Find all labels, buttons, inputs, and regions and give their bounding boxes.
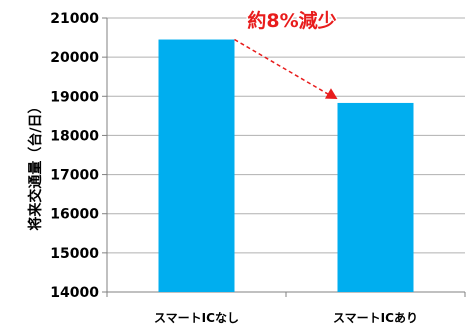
bar-2 xyxy=(337,102,414,292)
y-tick-label: 17000 xyxy=(50,168,99,184)
bars xyxy=(158,39,414,293)
y-tick-label: 21000 xyxy=(50,11,99,27)
y-tick-label: 15000 xyxy=(50,246,99,262)
annotation-text: 約8%減少 xyxy=(247,9,336,32)
y-tick-label: 14000 xyxy=(50,285,99,301)
y-tick-label: 16000 xyxy=(50,207,99,223)
bar-1 xyxy=(158,39,235,293)
x-tick-labels: スマートICなし スマートICあり xyxy=(154,311,418,325)
y-tick-label: 19000 xyxy=(50,89,99,105)
x-tick-label: スマートICなし xyxy=(154,311,239,325)
x-tick-label: スマートICあり xyxy=(333,311,418,325)
y-tick-label: 20000 xyxy=(50,50,99,66)
y-axis-label: 将来交通量（台/日） xyxy=(27,99,44,230)
annotation-arrow-line xyxy=(234,38,330,96)
annotation: 約8%減少 xyxy=(234,8,338,99)
y-tick-labels: 14000 15000 16000 17000 18000 19000 20000 21000 xyxy=(50,11,99,301)
y-tick-label: 18000 xyxy=(50,128,99,144)
annotation-arrow-head xyxy=(324,88,338,99)
